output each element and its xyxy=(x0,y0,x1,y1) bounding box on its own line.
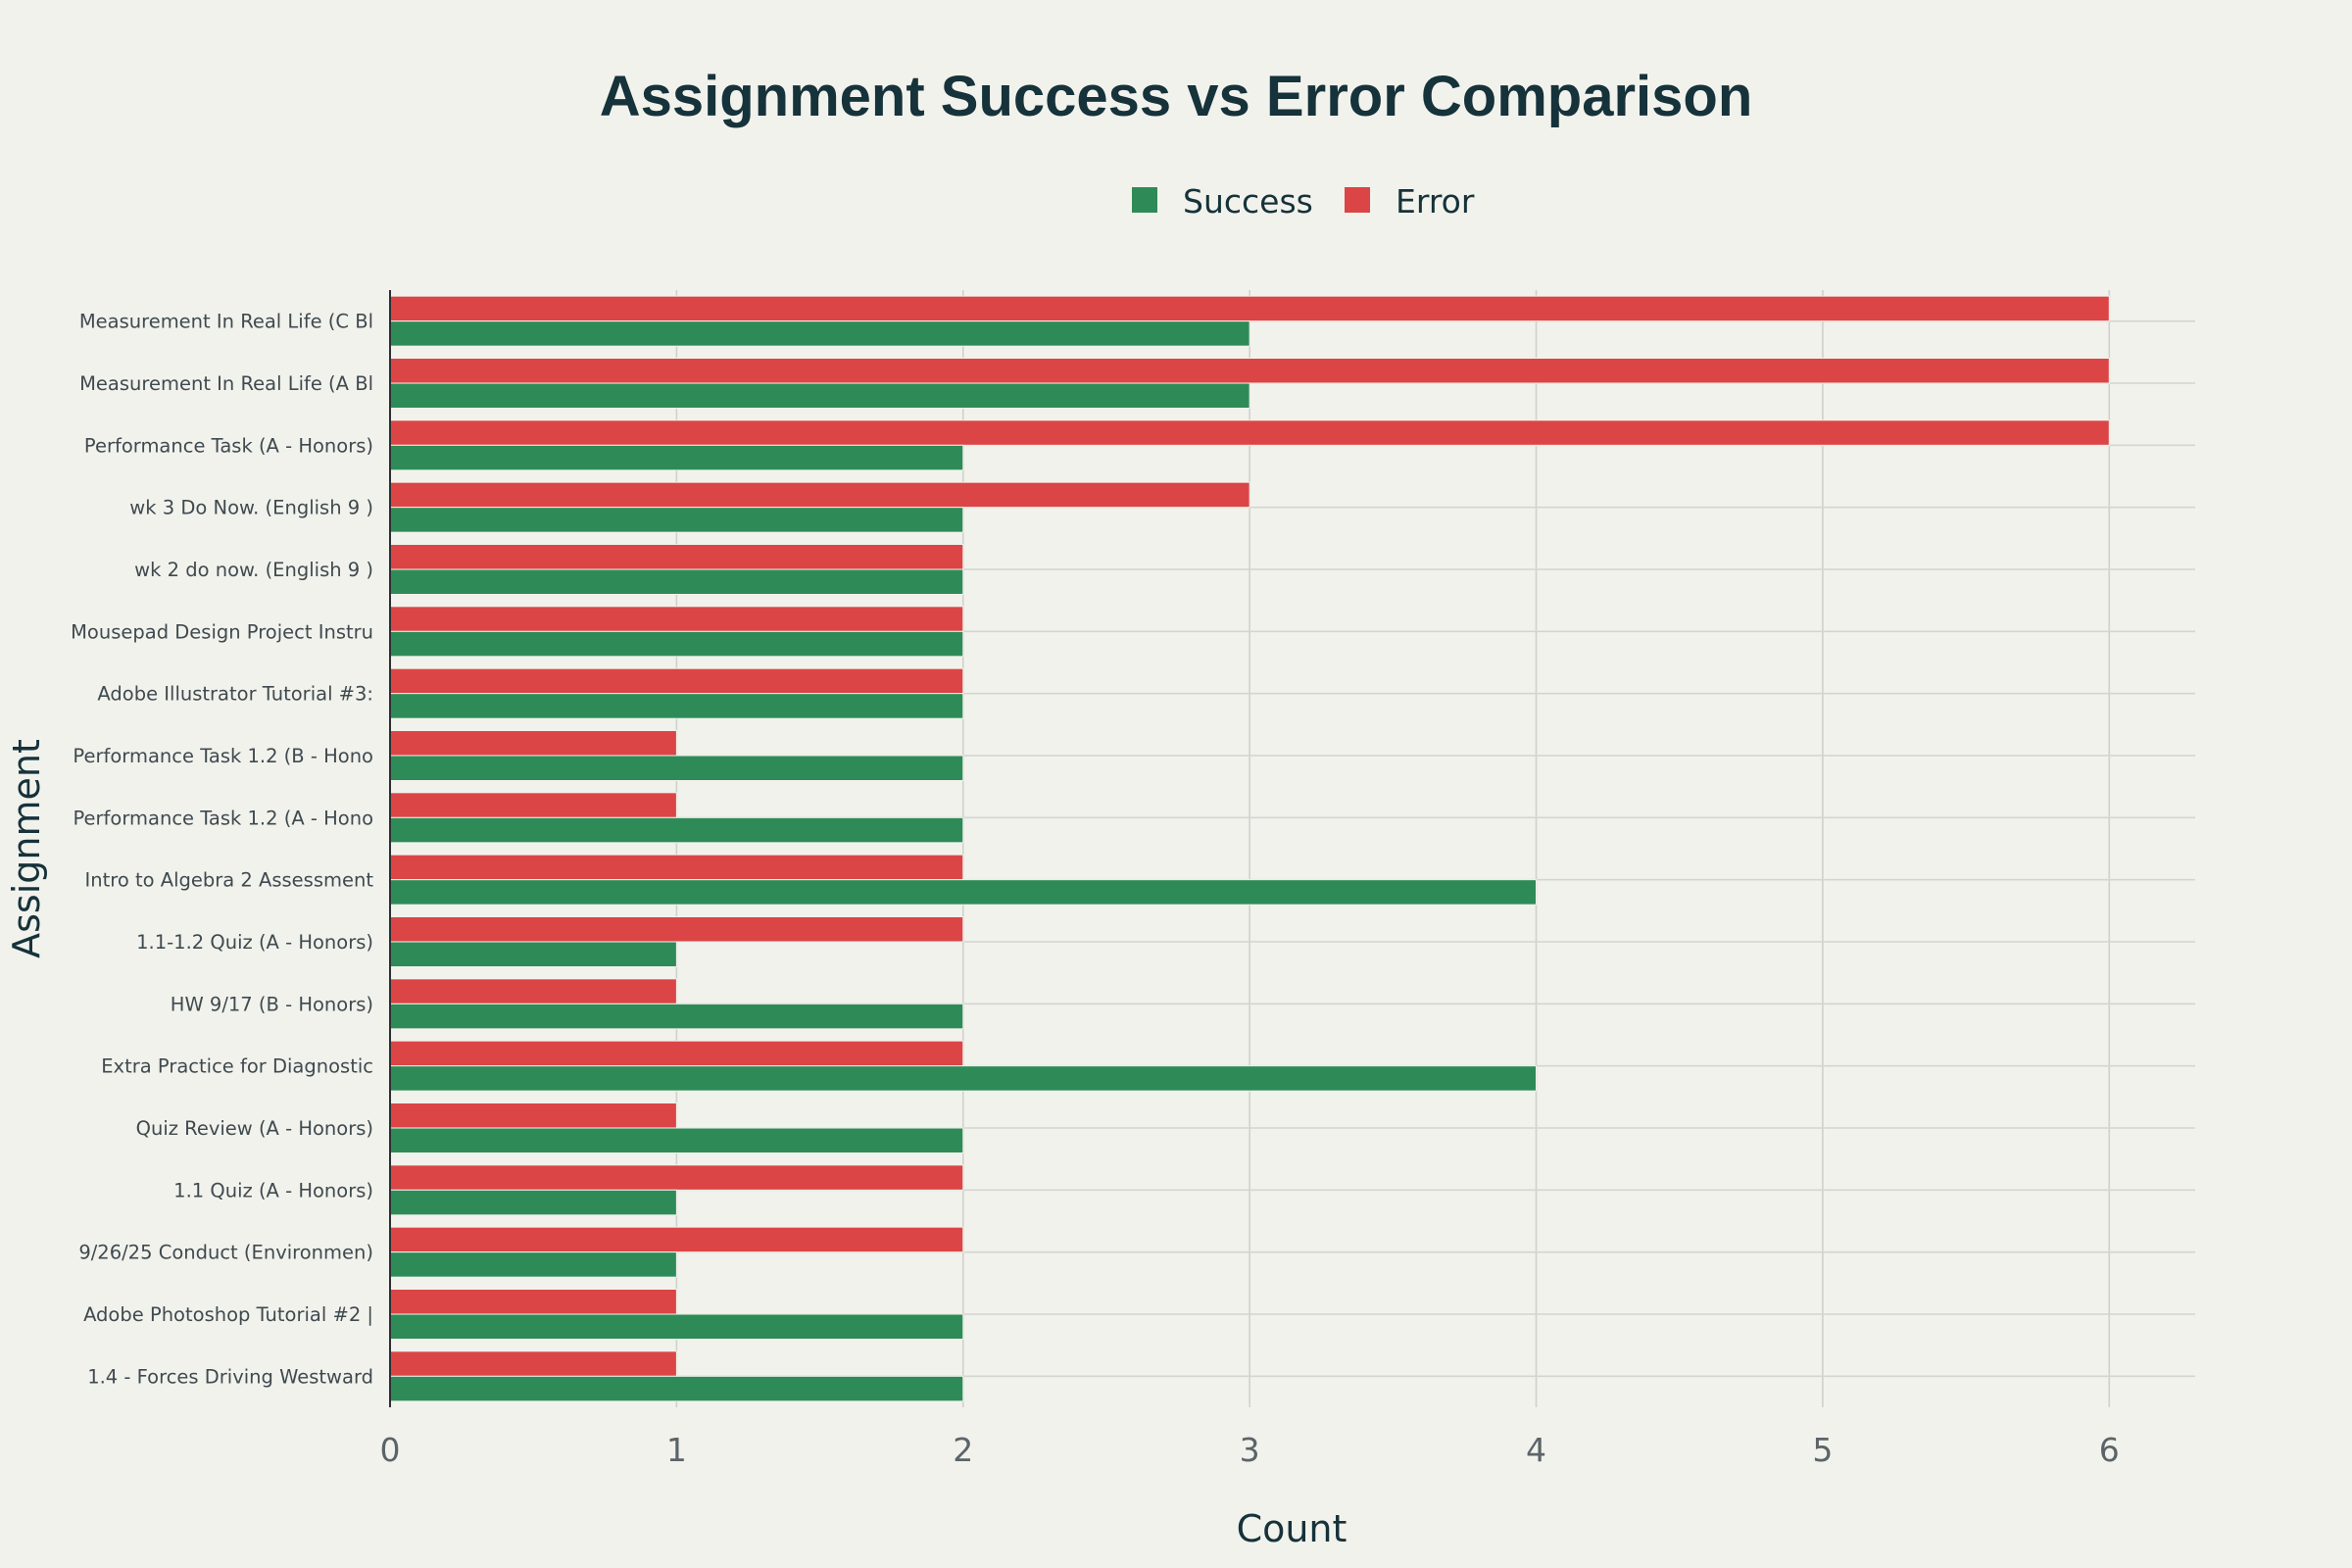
bar-error xyxy=(389,792,677,818)
bar-error xyxy=(389,854,964,881)
bar-error xyxy=(389,544,964,570)
y-tick-label: Mousepad Design Project Instru xyxy=(71,620,373,643)
bar-success xyxy=(389,1375,964,1402)
x-tick-label: 5 xyxy=(1812,1431,1833,1469)
y-tick-label: 1.1 Quiz (A - Honors) xyxy=(173,1179,373,1201)
bar-success xyxy=(389,1251,677,1278)
legend-label-error: Error xyxy=(1396,182,1475,220)
bar-success xyxy=(389,941,677,967)
bar-success xyxy=(389,320,1250,347)
bar-success xyxy=(389,755,964,781)
y-axis-ticks: Measurement In Real Life (C Bl Measuremen… xyxy=(71,311,373,1389)
y-tick-label: Performance Task 1.2 (A - Hono xyxy=(73,807,373,829)
y-tick-label: Measurement In Real Life (C Bl xyxy=(79,311,373,333)
y-tick-label: Adobe Illustrator Tutorial #3: xyxy=(97,683,373,706)
y-tick-label: Adobe Photoshop Tutorial #2 | xyxy=(83,1303,373,1326)
y-tick-label: 1.4 - Forces Driving Westward xyxy=(87,1365,373,1388)
bar-error xyxy=(389,1289,677,1315)
x-tick-label: 0 xyxy=(380,1431,401,1469)
bar-error xyxy=(389,606,964,632)
bar-error xyxy=(389,1040,964,1067)
bar-success xyxy=(389,507,964,533)
y-tick-label: Performance Task 1.2 (B - Hono xyxy=(73,745,373,767)
legend-swatch-success xyxy=(1132,187,1157,213)
bar-error xyxy=(389,295,2110,322)
bar-error xyxy=(389,419,2110,446)
x-tick-label: 4 xyxy=(1526,1431,1546,1469)
bar-error xyxy=(389,1164,964,1191)
bar-success xyxy=(389,693,964,719)
legend-label-success: Success xyxy=(1183,182,1313,220)
x-tick-label: 3 xyxy=(1240,1431,1260,1469)
y-tick-label: Quiz Review (A - Honors) xyxy=(136,1117,373,1140)
chart-title: Assignment Success vs Error Comparison xyxy=(600,65,1753,128)
y-tick-label: HW 9/17 (B - Honors) xyxy=(171,993,373,1015)
legend-swatch-error xyxy=(1345,187,1370,213)
bar-success xyxy=(389,1313,964,1340)
x-axis-ticks: 0 1 2 3 4 5 6 xyxy=(380,1431,2120,1469)
bar-success xyxy=(389,630,964,658)
y-tick-label: Performance Task (A - Honors) xyxy=(84,434,373,457)
x-tick-label: 2 xyxy=(953,1431,973,1469)
bar-error xyxy=(389,730,677,757)
bar-success xyxy=(389,1003,964,1030)
x-tick-label: 6 xyxy=(2099,1431,2120,1469)
bar-error xyxy=(389,1102,677,1129)
bar-success xyxy=(389,568,964,595)
y-tick-label: Measurement In Real Life (A Bl xyxy=(79,372,373,395)
x-tick-label: 1 xyxy=(666,1431,687,1469)
bar-error xyxy=(389,978,677,1004)
bar-error xyxy=(389,358,2110,384)
bars xyxy=(389,295,2110,1402)
y-tick-label: wk 2 do now. (English 9 ) xyxy=(134,559,373,581)
y-tick-label: Extra Practice for Diagnostic xyxy=(101,1055,373,1078)
bar-error xyxy=(389,667,964,695)
y-tick-label: 9/26/25 Conduct (Environmen) xyxy=(78,1242,373,1264)
legend: Success Error xyxy=(1132,182,1475,220)
bar-success xyxy=(389,382,1250,409)
bar-error xyxy=(389,1226,964,1253)
y-tick-label: 1.1-1.2 Quiz (A - Honors) xyxy=(136,931,373,954)
bar-success xyxy=(389,1065,1538,1092)
y-axis-title: Assignment xyxy=(5,739,48,958)
bar-success xyxy=(389,1127,964,1153)
bar-error xyxy=(389,481,1250,509)
x-axis-title: Count xyxy=(1237,1507,1348,1550)
bar-success xyxy=(389,816,964,844)
y-tick-label: Intro to Algebra 2 Assessment xyxy=(85,869,374,892)
bar-success xyxy=(389,879,1538,906)
bar-success xyxy=(389,444,964,471)
y-tick-label: wk 3 Do Now. (English 9 ) xyxy=(129,497,373,519)
bar-error xyxy=(389,1350,677,1377)
bar-error xyxy=(389,916,964,943)
bar-success xyxy=(389,1189,677,1216)
